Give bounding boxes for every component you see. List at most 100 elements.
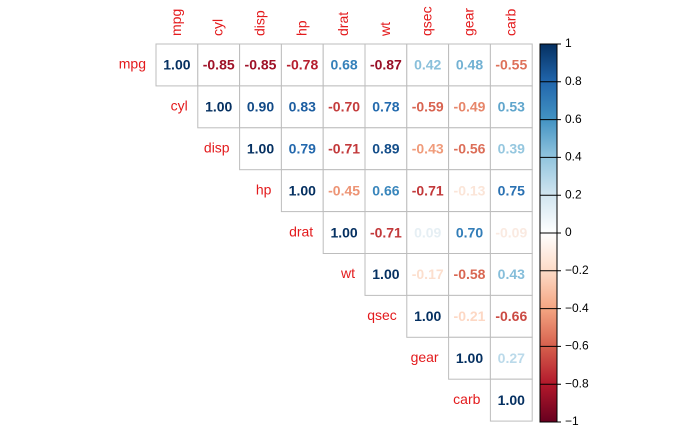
value-wt-qsec: -0.17 [412, 266, 444, 282]
value-qsec-qsec: 1.00 [414, 308, 441, 324]
color-legend: 1 0.8 0.6 0.4 0.2 0 −0.2 −0.4 −0.6 −0.8 −1 [539, 36, 589, 428]
cell-cyl-carb [489, 85, 533, 129]
value-mpg-drat: 0.68 [330, 57, 357, 73]
cell-disp-carb [489, 127, 533, 171]
row-label-disp: disp [204, 139, 230, 155]
row-labels: mpg cyl disp hp drat wt qsec gear carb [119, 56, 481, 407]
value-wt-carb: 0.43 [498, 266, 525, 282]
column-label-gear: gear [461, 8, 477, 36]
cell-disp-wt [364, 127, 408, 171]
value-hp-gear: -0.13 [454, 182, 486, 198]
cell-disp-disp [239, 127, 282, 171]
value-cyl-drat: -0.70 [328, 99, 360, 115]
value-hp-qsec: -0.71 [412, 182, 444, 198]
row-label-drat: drat [289, 223, 313, 239]
value-cyl-hp: 0.83 [289, 99, 316, 115]
cell-gear-carb [489, 336, 533, 380]
column-label-mpg: mpg [168, 9, 184, 36]
value-mpg-gear: 0.48 [456, 57, 483, 73]
cell-hp-wt [364, 169, 408, 213]
cell-cyl-gear [448, 85, 491, 129]
value-disp-wt: 0.89 [372, 140, 399, 156]
value-drat-carb: -0.09 [495, 224, 527, 240]
legend-tick-label-3: 0.4 [565, 150, 582, 164]
cell-gear-gear [448, 336, 491, 380]
value-hp-wt: 0.66 [372, 182, 399, 198]
cell-hp-hp [280, 169, 324, 213]
cell-mpg-wt [364, 43, 408, 87]
cell-wt-carb [489, 253, 533, 296]
cell-drat-drat [322, 211, 366, 255]
cell-wt-qsec [406, 253, 450, 296]
value-wt-gear: -0.58 [454, 266, 486, 282]
value-drat-drat: 1.00 [330, 224, 357, 240]
row-label-gear: gear [411, 349, 439, 365]
column-label-hp: hp [293, 20, 309, 36]
column-label-carb: carb [502, 9, 518, 36]
row-label-cyl: cyl [171, 98, 188, 114]
legend-tick-label-6: −0.2 [565, 263, 589, 277]
cell-hp-qsec [406, 169, 450, 213]
row-label-qsec: qsec [367, 307, 397, 323]
value-drat-gear: 0.70 [456, 224, 483, 240]
value-drat-qsec: 0.09 [414, 224, 441, 240]
column-label-qsec: qsec [419, 6, 435, 36]
value-qsec-carb: -0.66 [495, 308, 527, 324]
value-disp-drat: -0.71 [328, 140, 360, 156]
column-label-cyl: cyl [210, 19, 226, 36]
row-label-wt: wt [340, 265, 355, 281]
value-carb-carb: 1.00 [498, 392, 525, 408]
legend-tick-label-7: −0.4 [565, 301, 589, 315]
value-disp-disp: 1.00 [247, 140, 274, 156]
value-hp-hp: 1.00 [289, 182, 316, 198]
cell-qsec-qsec [406, 294, 450, 338]
column-labels: mpg cyl disp hp drat wt qsec gear carb [168, 6, 518, 37]
legend-tick-label-8: −0.6 [565, 339, 589, 353]
value-disp-gear: -0.56 [454, 140, 486, 156]
cell-cyl-cyl [197, 85, 241, 129]
row-label-hp: hp [256, 181, 272, 197]
value-cyl-carb: 0.53 [498, 99, 525, 115]
value-drat-wt: -0.71 [370, 224, 402, 240]
cell-hp-gear [448, 169, 491, 213]
column-label-disp: disp [252, 10, 268, 36]
value-hp-drat: -0.45 [328, 182, 360, 198]
legend-tick-label-2: 0.6 [565, 112, 582, 126]
cell-carb-carb [489, 378, 533, 422]
value-mpg-hp: -0.78 [286, 57, 318, 73]
value-cyl-qsec: -0.59 [412, 99, 444, 115]
legend-tick-label-1: 0.8 [565, 74, 582, 88]
value-qsec-gear: -0.21 [454, 308, 486, 324]
cell-cyl-wt [364, 85, 408, 129]
value-mpg-mpg: 1.00 [163, 57, 190, 73]
legend-tick-label-10: −1 [565, 414, 579, 428]
value-cyl-cyl: 1.00 [205, 99, 232, 115]
value-mpg-disp: -0.85 [245, 57, 277, 73]
value-mpg-qsec: 0.42 [414, 57, 441, 73]
cell-disp-qsec [406, 127, 450, 171]
value-wt-wt: 1.00 [372, 266, 399, 282]
cell-disp-drat [322, 127, 366, 171]
cell-disp-gear [448, 127, 491, 171]
cell-mpg-gear [448, 43, 491, 87]
cell-hp-carb [489, 169, 533, 213]
value-cyl-gear: -0.49 [454, 99, 486, 115]
value-hp-carb: 0.75 [498, 182, 525, 198]
correlation-grid: 1.00 -0.85 -0.85 -0.78 0.68 -0.87 0.42 0.48 -0.5… [155, 43, 533, 422]
value-disp-carb: 0.39 [498, 140, 525, 156]
legend-tick-label-9: −0.8 [565, 376, 589, 390]
value-disp-qsec: -0.43 [412, 140, 444, 156]
legend-tick-label-0: 1 [565, 36, 572, 50]
cell-cyl-hp [280, 85, 324, 129]
cell-mpg-mpg [155, 43, 199, 87]
row-label-carb: carb [453, 391, 480, 407]
cell-disp-hp [280, 127, 324, 171]
cell-qsec-carb [489, 294, 533, 338]
value-mpg-carb: -0.55 [495, 57, 527, 73]
column-label-drat: drat [335, 12, 351, 36]
row-label-mpg: mpg [119, 56, 146, 72]
value-cyl-disp: 0.90 [247, 99, 274, 115]
column-label-wt: wt [377, 22, 393, 37]
